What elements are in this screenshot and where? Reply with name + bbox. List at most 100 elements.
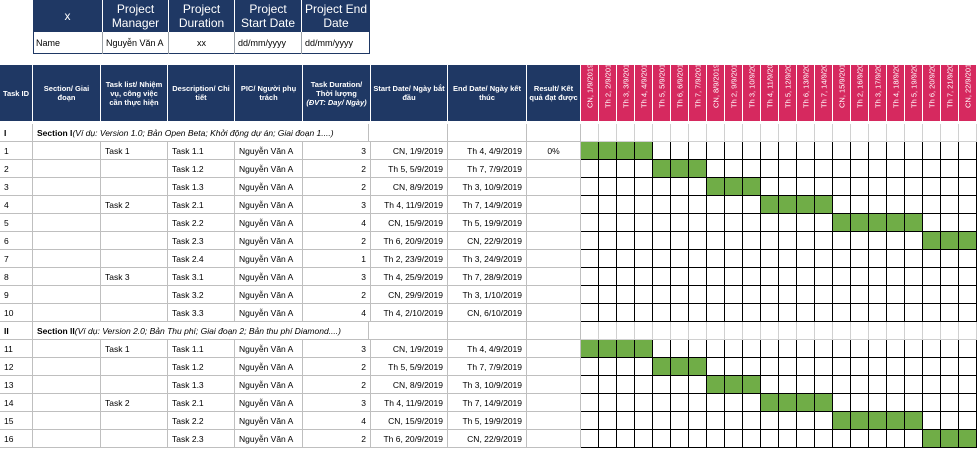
gantt-bar-cell[interactable] xyxy=(725,178,743,196)
gantt-cell[interactable] xyxy=(779,250,797,268)
start-cell[interactable]: CN, 15/9/2019 xyxy=(371,214,448,232)
gantt-cell[interactable] xyxy=(869,358,887,376)
gantt-cell[interactable] xyxy=(707,142,725,160)
dur-cell[interactable]: 1 xyxy=(303,250,371,268)
gantt-cell[interactable] xyxy=(743,358,761,376)
result-cell[interactable] xyxy=(527,286,581,304)
gantt-cell[interactable] xyxy=(725,322,743,340)
end-cell[interactable]: Th 7, 28/9/2019 xyxy=(448,268,527,286)
gantt-cell[interactable] xyxy=(689,394,707,412)
gantt-cell[interactable] xyxy=(689,304,707,322)
list-cell[interactable] xyxy=(101,250,168,268)
gantt-cell[interactable] xyxy=(959,250,977,268)
gantt-cell[interactable] xyxy=(797,268,815,286)
gantt-cell[interactable] xyxy=(815,250,833,268)
list-cell[interactable] xyxy=(101,178,168,196)
result-cell[interactable] xyxy=(527,430,581,448)
gantt-bar-cell[interactable] xyxy=(923,430,941,448)
gantt-cell[interactable] xyxy=(743,322,761,340)
gantt-bar-cell[interactable] xyxy=(707,178,725,196)
date-header[interactable]: Th 6, 20/9/2019 xyxy=(923,65,941,121)
dur-cell[interactable]: 2 xyxy=(303,286,371,304)
end-cell[interactable]: Th 3, 10/9/2019 xyxy=(448,178,527,196)
section-cell[interactable] xyxy=(33,142,101,160)
gantt-cell[interactable] xyxy=(635,394,653,412)
gantt-cell[interactable] xyxy=(797,412,815,430)
gantt-cell[interactable] xyxy=(887,142,905,160)
gantt-cell[interactable] xyxy=(923,376,941,394)
gantt-cell[interactable] xyxy=(779,124,797,142)
gantt-cell[interactable] xyxy=(923,124,941,142)
pic-cell[interactable]: Nguyễn Văn A xyxy=(235,250,303,268)
gantt-cell[interactable] xyxy=(761,250,779,268)
list-cell[interactable]: Task 2 xyxy=(101,196,168,214)
gantt-cell[interactable] xyxy=(833,250,851,268)
pic-cell[interactable]: Nguyễn Văn A xyxy=(235,142,303,160)
gantt-cell[interactable] xyxy=(635,160,653,178)
gantt-cell[interactable] xyxy=(797,376,815,394)
gantt-cell[interactable] xyxy=(725,412,743,430)
gantt-cell[interactable] xyxy=(581,286,599,304)
section-cell[interactable] xyxy=(33,232,101,250)
gantt-cell[interactable] xyxy=(905,124,923,142)
gantt-cell[interactable] xyxy=(959,286,977,304)
gantt-cell[interactable] xyxy=(959,412,977,430)
section-title-cell[interactable]: Section II (Ví dụ: Version 2.0; Bản Thu … xyxy=(33,322,369,340)
gantt-cell[interactable] xyxy=(707,304,725,322)
empty-cell[interactable] xyxy=(369,322,448,340)
date-header[interactable]: Th 4, 18/9/2019 xyxy=(887,65,905,121)
gantt-cell[interactable] xyxy=(671,124,689,142)
gantt-cell[interactable] xyxy=(725,142,743,160)
gantt-cell[interactable] xyxy=(617,430,635,448)
project-value-manager[interactable]: Nguyễn Văn A xyxy=(103,32,169,54)
gantt-cell[interactable] xyxy=(689,286,707,304)
end-cell[interactable]: Th 4, 4/9/2019 xyxy=(448,142,527,160)
gantt-cell[interactable] xyxy=(833,394,851,412)
gantt-cell[interactable] xyxy=(851,178,869,196)
gantt-cell[interactable] xyxy=(581,394,599,412)
gantt-cell[interactable] xyxy=(779,286,797,304)
gantt-cell[interactable] xyxy=(833,232,851,250)
gantt-cell[interactable] xyxy=(671,250,689,268)
desc-cell[interactable]: Task 2.2 xyxy=(168,214,235,232)
section-cell[interactable] xyxy=(33,376,101,394)
gantt-cell[interactable] xyxy=(923,196,941,214)
gantt-cell[interactable] xyxy=(599,196,617,214)
gantt-cell[interactable] xyxy=(851,232,869,250)
gantt-cell[interactable] xyxy=(725,304,743,322)
gantt-cell[interactable] xyxy=(923,358,941,376)
gantt-cell[interactable] xyxy=(671,376,689,394)
gantt-cell[interactable] xyxy=(653,232,671,250)
gantt-cell[interactable] xyxy=(923,340,941,358)
gantt-cell[interactable] xyxy=(743,412,761,430)
gantt-bar-cell[interactable] xyxy=(743,376,761,394)
gantt-cell[interactable] xyxy=(581,268,599,286)
gantt-cell[interactable] xyxy=(887,304,905,322)
gantt-cell[interactable] xyxy=(941,304,959,322)
gantt-cell[interactable] xyxy=(653,322,671,340)
result-cell[interactable] xyxy=(527,376,581,394)
gantt-bar-cell[interactable] xyxy=(617,142,635,160)
gantt-cell[interactable] xyxy=(761,412,779,430)
gantt-cell[interactable] xyxy=(671,340,689,358)
gantt-cell[interactable] xyxy=(599,286,617,304)
gantt-cell[interactable] xyxy=(887,340,905,358)
gantt-cell[interactable] xyxy=(905,430,923,448)
dur-cell[interactable]: 3 xyxy=(303,268,371,286)
gantt-cell[interactable] xyxy=(833,196,851,214)
gantt-cell[interactable] xyxy=(833,340,851,358)
section-cell[interactable] xyxy=(33,412,101,430)
gantt-cell[interactable] xyxy=(959,142,977,160)
gantt-cell[interactable] xyxy=(869,160,887,178)
gantt-cell[interactable] xyxy=(761,340,779,358)
gantt-cell[interactable] xyxy=(869,322,887,340)
gantt-cell[interactable] xyxy=(653,178,671,196)
gantt-cell[interactable] xyxy=(671,142,689,160)
pic-cell[interactable]: Nguyễn Văn A xyxy=(235,430,303,448)
gantt-cell[interactable] xyxy=(779,322,797,340)
gantt-cell[interactable] xyxy=(851,376,869,394)
id-cell[interactable]: 5 xyxy=(0,214,33,232)
gantt-cell[interactable] xyxy=(779,142,797,160)
gantt-cell[interactable] xyxy=(815,160,833,178)
gantt-bar-cell[interactable] xyxy=(959,232,977,250)
